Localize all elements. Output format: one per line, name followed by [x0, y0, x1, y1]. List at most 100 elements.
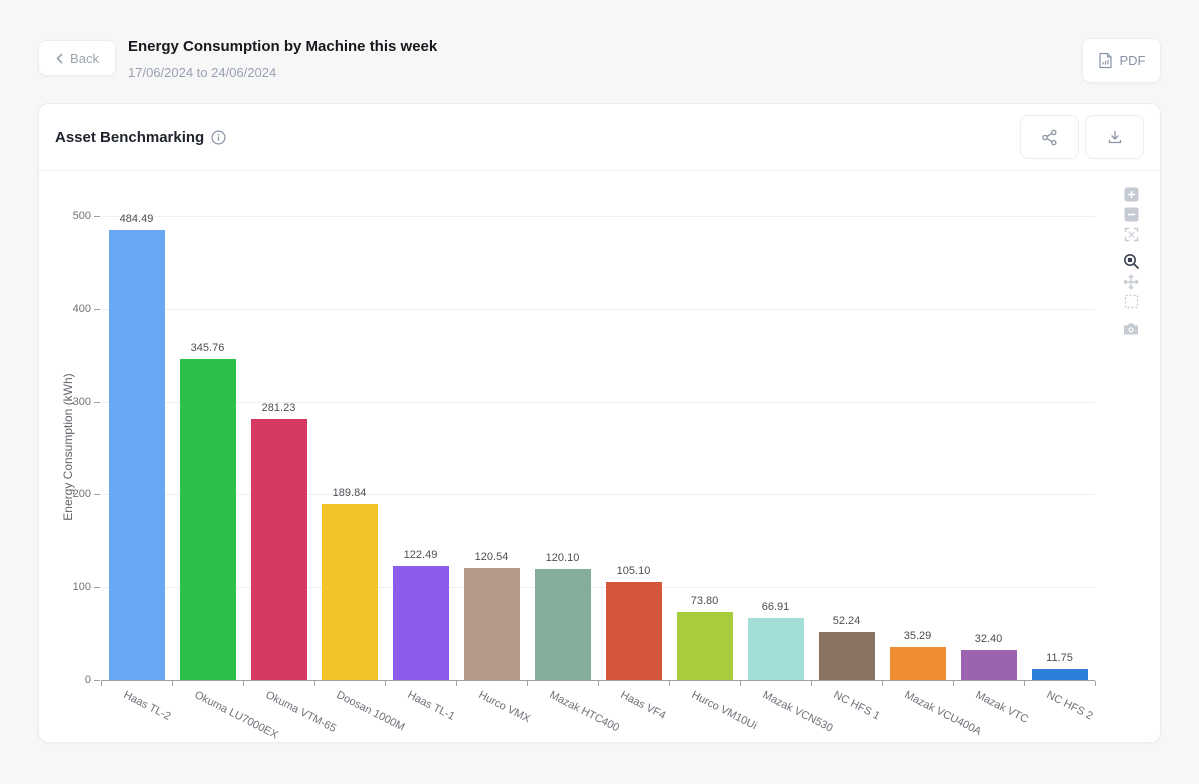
- bar-value-label: 66.91: [761, 600, 790, 613]
- x-tick-label: NC HFS 2: [1044, 689, 1095, 723]
- y-axis-tick: [94, 401, 100, 403]
- bar[interactable]: [321, 503, 378, 680]
- bar[interactable]: [250, 419, 307, 680]
- bar[interactable]: [676, 611, 733, 680]
- bar[interactable]: [392, 566, 449, 680]
- gridline: [101, 401, 1095, 403]
- gridline: [101, 216, 1095, 217]
- y-axis-tick: [94, 680, 100, 681]
- bar-chart: 0 100 200 300 400 500 484.49 Haas TL-2 345.76 Oku…: [39, 171, 1160, 742]
- y-tick-label: 500: [72, 210, 91, 222]
- zoom-in-icon[interactable]: [1123, 186, 1140, 203]
- x-axis-tick: [385, 681, 386, 686]
- download-icon: [1107, 129, 1123, 145]
- x-axis-tick: [527, 681, 528, 686]
- bar-value-label: 120.54: [474, 551, 509, 564]
- x-axis-tick: [811, 681, 812, 686]
- gridline: [101, 587, 1095, 589]
- x-axis-line: [101, 680, 1095, 681]
- x-tick-label: Doosan 1000M: [334, 689, 406, 734]
- x-tick-label: Mazak HTC400: [547, 689, 621, 735]
- x-axis-tick: [953, 681, 954, 686]
- bar[interactable]: [108, 230, 165, 680]
- x-axis-tick: [1024, 681, 1025, 686]
- chevron-left-icon: [55, 53, 64, 64]
- back-button[interactable]: Back: [38, 40, 116, 76]
- bar[interactable]: [960, 649, 1017, 680]
- gridline: [101, 494, 1095, 496]
- x-tick-label: Mazak VCN530: [760, 689, 835, 735]
- x-tick-label: Hurco VMX: [476, 689, 532, 726]
- gridline: [101, 308, 1095, 310]
- bar-value-label: 189.84: [332, 486, 367, 499]
- page-header: Back Energy Consumption by Machine this …: [38, 38, 1161, 88]
- bar[interactable]: [463, 568, 520, 680]
- page-title: Energy Consumption by Machine this week: [128, 38, 438, 55]
- x-tick-label: Mazak VTC: [973, 689, 1030, 726]
- y-tick-label: 300: [72, 395, 91, 408]
- bar[interactable]: [179, 359, 236, 680]
- y-axis-title: Energy Consumption (kWh): [61, 373, 75, 521]
- y-tick-label: 0: [84, 674, 91, 686]
- card-header: Asset Benchmarking: [39, 104, 1160, 171]
- x-axis-tick: [669, 681, 670, 686]
- y-axis-tick: [94, 308, 100, 310]
- back-button-label: Back: [70, 50, 99, 66]
- info-icon[interactable]: [211, 129, 226, 145]
- y-tick-label: 400: [72, 302, 91, 315]
- pdf-document-icon: [1098, 52, 1113, 69]
- bar-value-label: 281.23: [261, 402, 296, 415]
- reset-view-icon[interactable]: [1123, 226, 1140, 243]
- x-axis-tick: [1095, 681, 1096, 686]
- bar-value-label: 35.29: [903, 630, 932, 643]
- card-title: Asset Benchmarking: [55, 128, 205, 146]
- bar-value-label: 484.49: [119, 213, 154, 226]
- bar-value-label: 52.24: [832, 614, 861, 627]
- bar-value-label: 122.49: [403, 549, 438, 562]
- x-tick-label: Haas VF4: [618, 689, 668, 722]
- zoom-out-icon[interactable]: [1123, 206, 1140, 223]
- y-axis-tick: [94, 494, 100, 496]
- chart-toolbar: [1122, 186, 1140, 337]
- bar-value-label: 105.10: [616, 565, 651, 578]
- x-tick-label: Mazak VCU400A: [902, 689, 983, 738]
- bar[interactable]: [889, 647, 946, 680]
- share-button[interactable]: [1020, 115, 1079, 159]
- bar[interactable]: [747, 617, 804, 680]
- download-button[interactable]: [1085, 115, 1144, 159]
- date-range: 17/06/2024 to 24/06/2024: [128, 65, 277, 80]
- bar[interactable]: [1031, 669, 1088, 680]
- asset-benchmarking-card: Asset Benchmarking: [38, 103, 1161, 743]
- x-axis-tick: [740, 681, 741, 686]
- pdf-export-button[interactable]: PDF: [1082, 38, 1161, 83]
- pan-icon[interactable]: [1123, 273, 1140, 290]
- camera-icon[interactable]: [1123, 320, 1140, 337]
- share-icon: [1041, 129, 1058, 146]
- box-select-icon[interactable]: [1123, 293, 1140, 310]
- y-axis-tick: [94, 216, 100, 217]
- bar[interactable]: [534, 568, 591, 680]
- y-axis-tick: [94, 587, 100, 589]
- x-axis-tick: [598, 681, 599, 686]
- bar-value-label: 11.75: [1046, 652, 1073, 665]
- pdf-button-label: PDF: [1119, 53, 1146, 68]
- bar-value-label: 120.10: [545, 551, 580, 564]
- y-tick-label: 100: [72, 581, 91, 594]
- x-axis-tick: [243, 681, 244, 686]
- x-axis-tick: [882, 681, 883, 686]
- x-tick-label: NC HFS 1: [831, 689, 882, 723]
- x-tick-label: Haas TL-2: [121, 689, 173, 723]
- bar-value-label: 73.80: [690, 594, 719, 607]
- x-axis-tick: [172, 681, 173, 686]
- x-axis-tick: [101, 681, 102, 686]
- x-tick-label: Hurco VM10Ui: [689, 689, 759, 733]
- y-tick-label: 200: [72, 488, 91, 501]
- x-axis-tick: [314, 681, 315, 686]
- bar[interactable]: [818, 631, 875, 680]
- bar[interactable]: [605, 582, 662, 680]
- zoom-box-icon[interactable]: [1123, 253, 1140, 270]
- page-titles: Energy Consumption by Machine this week …: [128, 38, 437, 80]
- x-tick-label: Haas TL-1: [405, 689, 457, 723]
- bar-value-label: 32.40: [974, 632, 1003, 645]
